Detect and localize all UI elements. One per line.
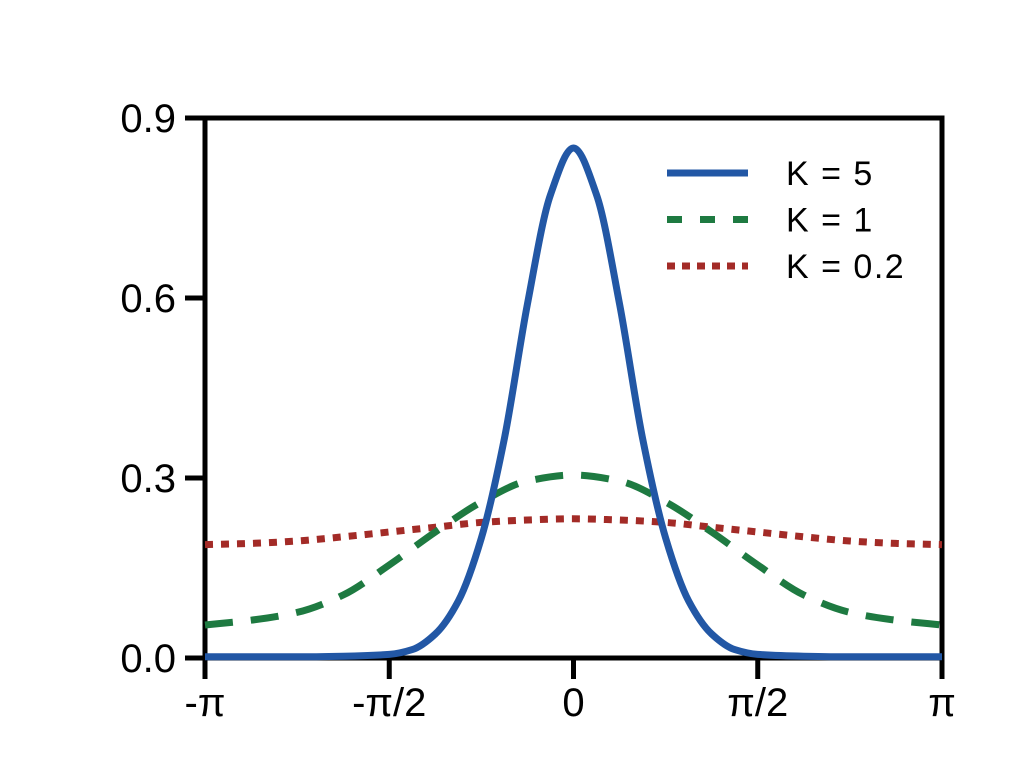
legend-label-0: K = 5 [786,155,874,193]
curve-k=1 [204,471,943,629]
x-tick-label-1: -π/2 [352,681,426,725]
x-tick-label-2: 0 [562,681,584,725]
x-tick-label-4: π [928,681,956,725]
axes-frame [202,115,945,661]
y-tick-label-0.0: 0.0 [120,637,176,681]
legend-label-2: K = 0.2 [786,248,905,286]
y-tick-label-0.3: 0.3 [120,457,176,501]
y-tick-label-0.9: 0.9 [120,97,176,141]
curve-k=5 [204,144,942,661]
x-tick-label-3: π/2 [727,681,788,725]
legend-label-1: K = 1 [786,202,874,240]
y-tick-label-0.6: 0.6 [120,277,176,321]
curve-k=0.2 [204,515,943,549]
x-tick-label-0: -π [185,681,226,725]
